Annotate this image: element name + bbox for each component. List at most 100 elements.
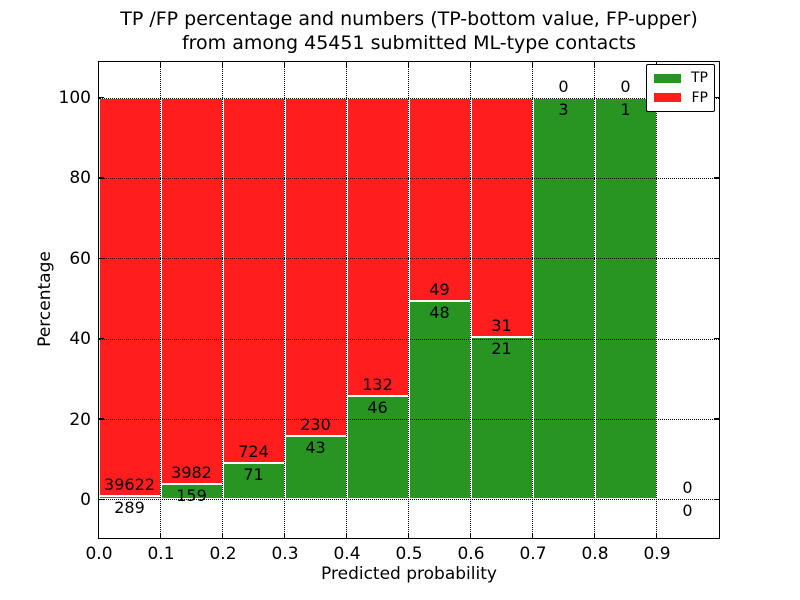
y-tick-mark-right — [713, 337, 719, 340]
x-tick-label: 0.3 — [271, 544, 299, 564]
x-tick-label: 0.8 — [581, 544, 609, 564]
plot-area: 39622 289 3982 159 724 71 230 43 132 46 49 48 31 21 0 3… — [97, 60, 720, 539]
vertical-gridline — [284, 61, 285, 538]
bar-segment-fp — [346, 97, 409, 396]
bar-label-fp-count: 3982 — [171, 462, 212, 482]
x-tick-mark-top — [593, 61, 596, 67]
x-tick-mark-bottom — [283, 532, 286, 538]
y-tick-mark-left — [98, 498, 104, 501]
bar-segment-tp — [222, 463, 285, 500]
chart-title: TP /FP percentage and numbers (TP-bottom… — [99, 7, 719, 55]
y-tick-label: 40 — [69, 329, 91, 350]
x-tick-mark-top — [221, 61, 224, 67]
bar-label-tp-count: 0 — [682, 501, 693, 521]
legend-label-fp: FP — [691, 89, 709, 106]
bar-label-fp-count: 39622 — [104, 475, 155, 495]
x-tick-label: 0.6 — [457, 544, 485, 564]
x-tick-mark-bottom — [531, 532, 534, 538]
vertical-gridline — [594, 61, 595, 538]
legend: TP FP — [646, 64, 715, 112]
x-tick-label: 0.7 — [519, 544, 547, 564]
bar-segment-fp — [470, 97, 533, 338]
bar-segment-tp — [470, 337, 533, 500]
x-tick-mark-bottom — [97, 532, 100, 538]
bar-label-tp-count: 3 — [558, 99, 569, 119]
x-tick-mark-bottom — [221, 532, 224, 538]
y-tick-mark-left — [98, 177, 104, 179]
legend-label-tp: TP — [691, 70, 708, 87]
x-tick-mark-top — [531, 61, 534, 67]
bar-label-fp-count: 724 — [238, 442, 269, 462]
vertical-gridline — [532, 61, 533, 538]
y-tick-mark-right — [713, 96, 719, 99]
bar-label-fp-count: 132 — [362, 374, 393, 394]
x-tick-mark-bottom — [407, 532, 410, 538]
bar-segment-tp — [346, 395, 409, 500]
x-tick-label: 0.0 — [85, 544, 113, 564]
y-tick-label: 80 — [69, 168, 91, 189]
y-tick-mark-left — [98, 418, 104, 420]
bar-label-tp-count: 48 — [429, 302, 450, 322]
x-tick-label: 0.1 — [147, 544, 175, 564]
y-tick-mark-right — [713, 498, 719, 501]
vertical-gridline — [160, 61, 161, 538]
y-tick-label: 20 — [69, 409, 91, 430]
bar-segment-tp — [408, 300, 471, 500]
bar-segment-fp — [98, 97, 161, 497]
x-tick-mark-bottom — [345, 532, 348, 538]
x-tick-label: 0.9 — [643, 544, 671, 564]
x-tick-mark-top — [407, 61, 410, 67]
bar-label-tp-count: 71 — [243, 465, 264, 485]
vertical-gridline — [656, 61, 657, 538]
bar-label-tp-count: 21 — [491, 339, 512, 359]
x-tick-mark-top — [97, 61, 100, 67]
bar-label-tp-count: 46 — [367, 397, 388, 417]
bar-label-fp-count: 0 — [682, 478, 693, 498]
bar-label-tp-count: 159 — [176, 485, 207, 505]
legend-row-fp: FP — [654, 90, 708, 106]
x-tick-mark-top — [469, 61, 472, 67]
x-tick-label: 0.2 — [209, 544, 237, 564]
bar-label-fp-count: 230 — [300, 415, 331, 435]
bar-segment-fp — [284, 97, 347, 437]
x-tick-mark-top — [345, 61, 348, 67]
x-axis-label: Predicted probability — [321, 564, 497, 584]
x-tick-mark-bottom — [469, 532, 472, 538]
y-tick-label: 100 — [58, 88, 91, 109]
x-tick-mark-bottom — [593, 532, 596, 538]
x-tick-label: 0.5 — [395, 544, 423, 564]
bar-label-fp-count: 0 — [620, 76, 631, 96]
y-tick-mark-right — [713, 177, 719, 179]
legend-row-tp: TP — [654, 70, 708, 86]
x-tick-mark-top — [283, 61, 286, 67]
chart-title-line2: from among 45451 submitted ML-type conta… — [181, 32, 637, 54]
x-tick-mark-top — [159, 61, 162, 67]
chart-title-line1: TP /FP percentage and numbers (TP-bottom… — [120, 8, 698, 30]
y-tick-mark-right — [713, 418, 719, 420]
bar-segment-tp — [532, 97, 595, 500]
y-tick-mark-left — [98, 257, 104, 260]
vertical-gridline — [222, 61, 223, 538]
y-tick-mark-left — [98, 96, 104, 99]
bar-label-fp-count: 49 — [429, 279, 450, 299]
bar-label-tp-count: 43 — [305, 438, 326, 458]
bar-label-fp-count: 31 — [491, 316, 512, 336]
y-tick-mark-right — [713, 257, 719, 260]
x-tick-mark-bottom — [159, 532, 162, 538]
vertical-gridline — [470, 61, 471, 538]
fp-color-swatch — [654, 93, 681, 103]
y-tick-label: 0 — [80, 489, 91, 510]
tp-color-swatch — [654, 73, 681, 83]
bar-segment-fp — [222, 97, 285, 464]
bar-segment-fp — [160, 97, 223, 484]
bar-label-tp-count: 1 — [620, 99, 631, 119]
bar-segment-fp — [408, 97, 471, 301]
plot-inner: 39622 289 3982 159 724 71 230 43 132 46 49 48 31 21 0 3… — [97, 61, 719, 538]
x-tick-mark-bottom — [655, 532, 658, 538]
y-tick-mark-left — [98, 337, 104, 340]
vertical-gridline — [346, 61, 347, 538]
bar-segment-tp — [594, 97, 657, 500]
vertical-gridline — [408, 61, 409, 538]
y-tick-label: 60 — [69, 248, 91, 269]
